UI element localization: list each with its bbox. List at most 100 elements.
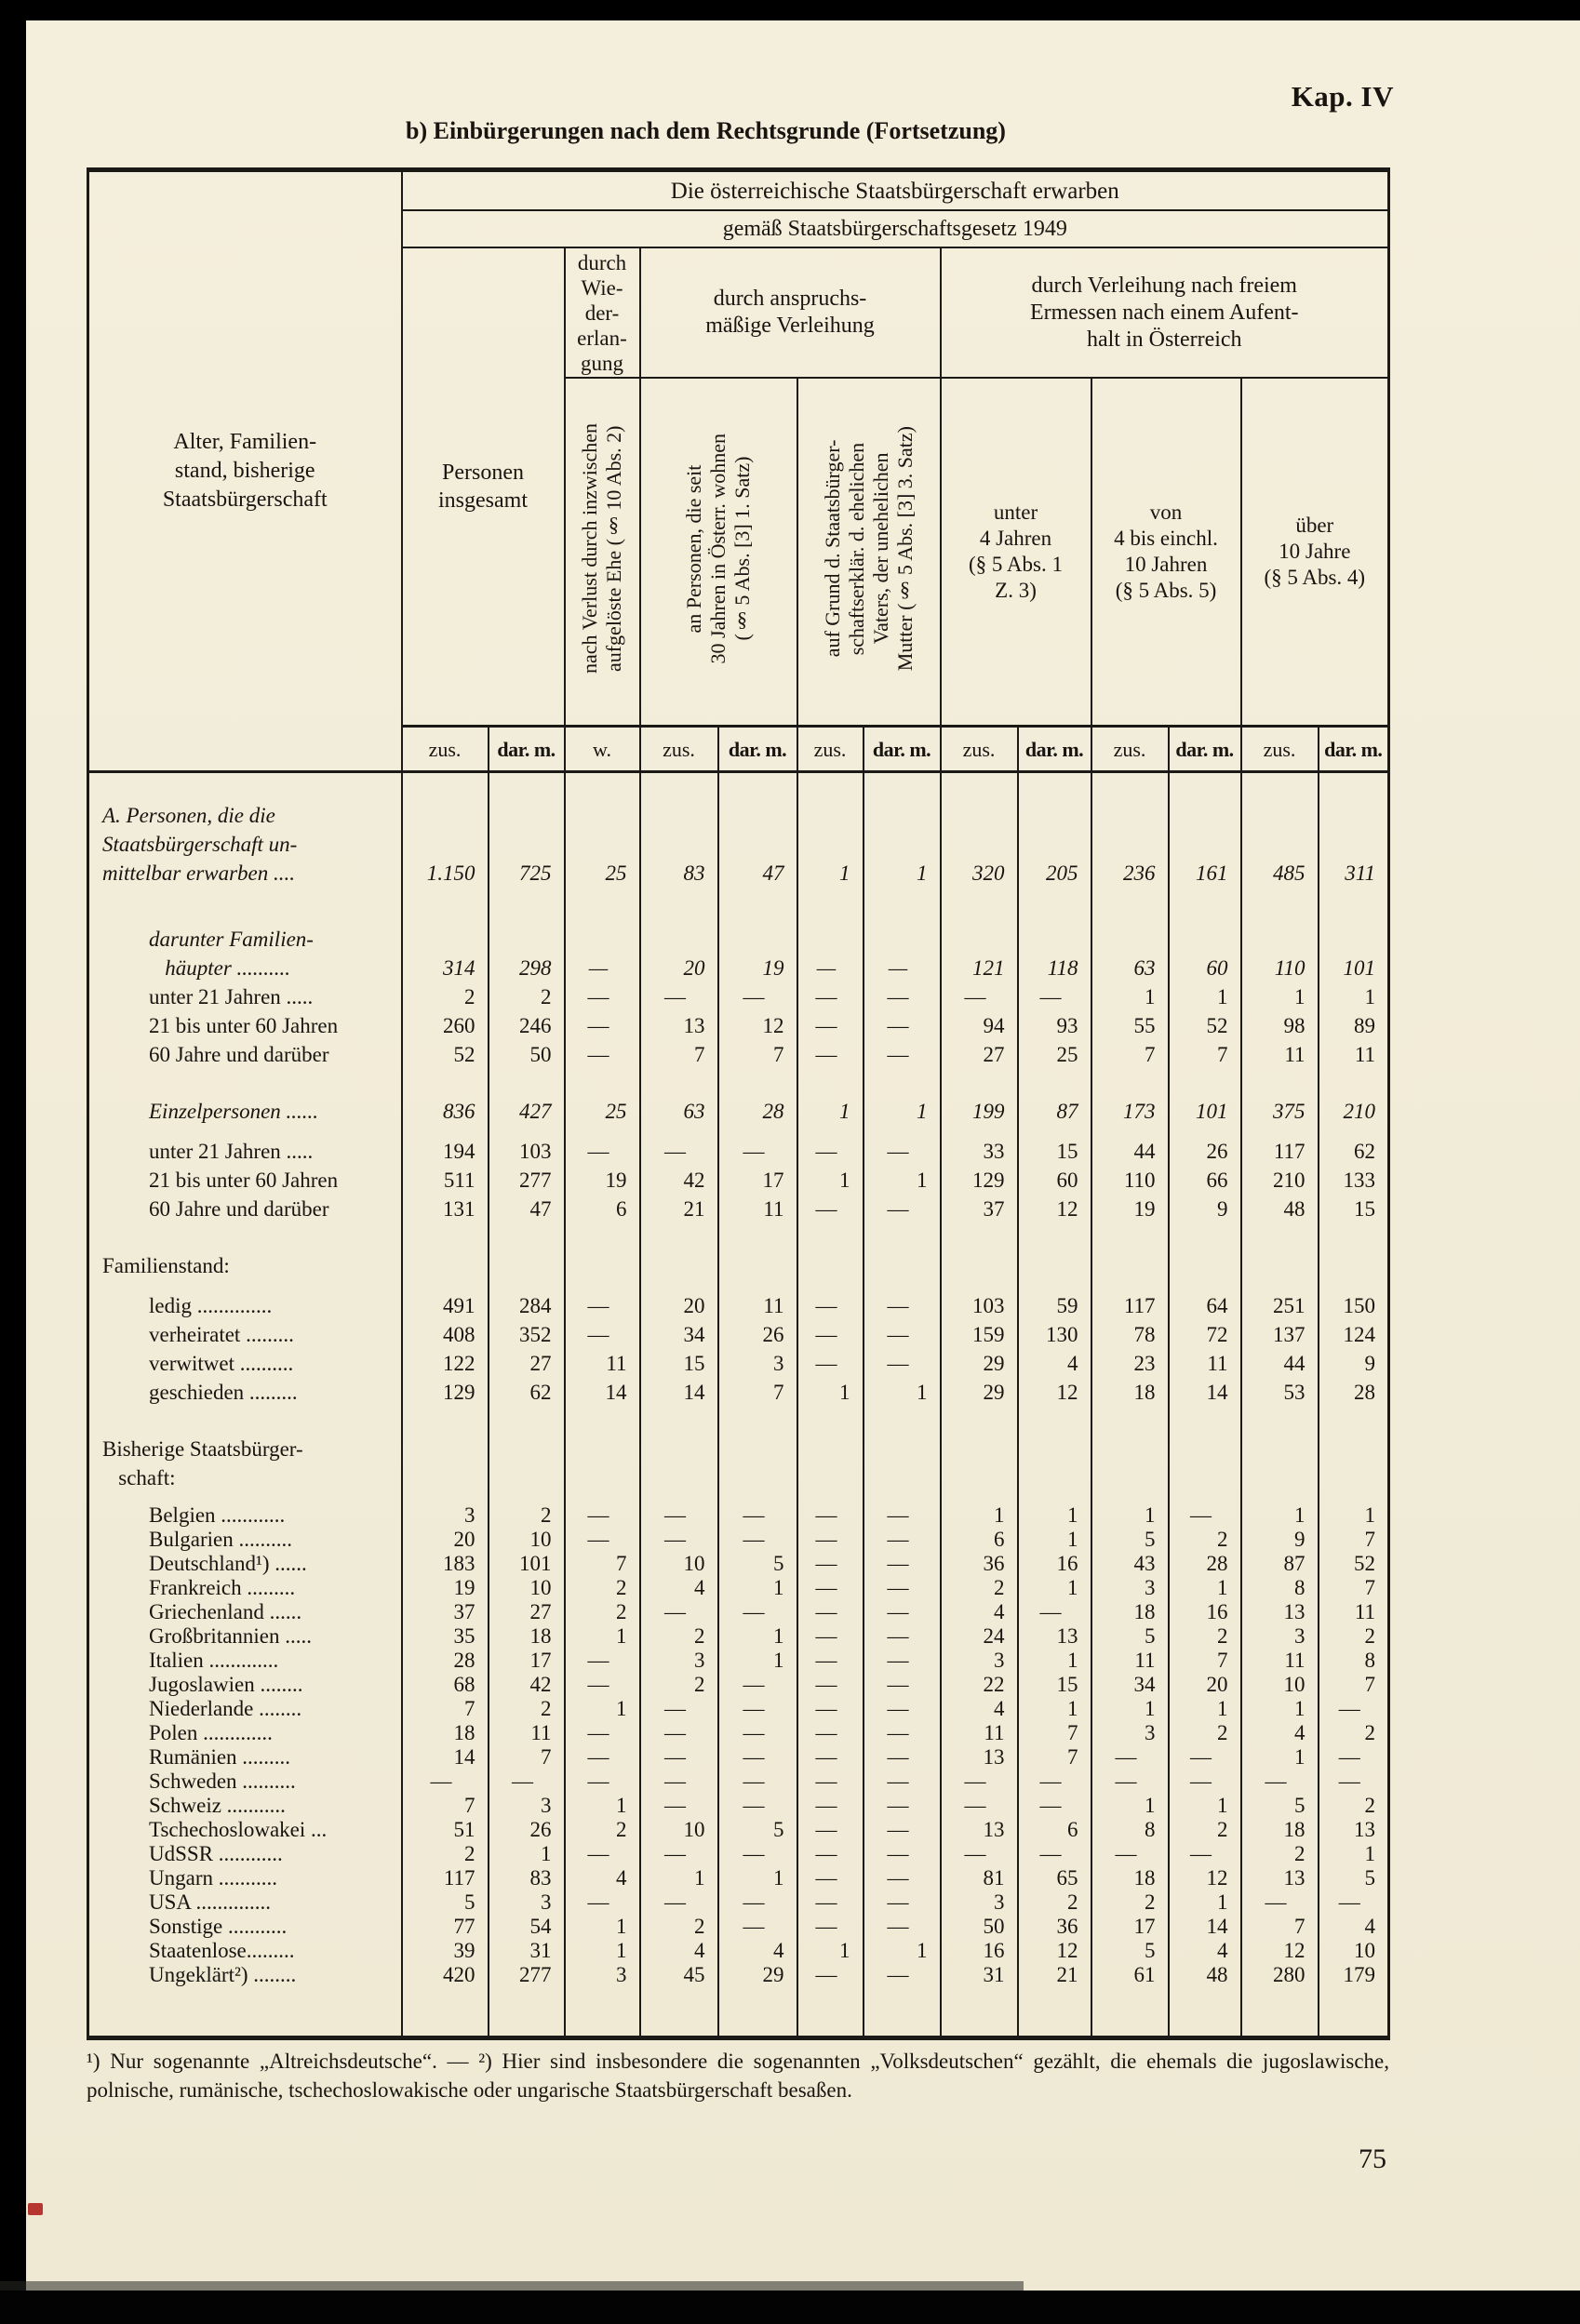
cell-value [1168, 1407, 1242, 1492]
cell-value: 8 [1091, 1818, 1170, 1842]
cell-value: 7 [488, 1745, 566, 1770]
cell-value: 36 [1017, 1915, 1092, 1939]
cell-value: — [863, 1624, 942, 1649]
cell-value: 63 [639, 1069, 719, 1126]
cell-value: 7 [1168, 1649, 1242, 1673]
cell-value: 179 [1343, 1963, 1376, 1986]
cell-value: 18 [1091, 1866, 1170, 1890]
cell-value: 34 [1091, 1673, 1170, 1697]
cell-value: — [797, 1126, 864, 1166]
cell-value: 210 [1343, 1100, 1376, 1123]
cell-value: — [1017, 1770, 1092, 1794]
cell-value: — [1091, 1842, 1170, 1866]
cell-value: 15 [1017, 1126, 1092, 1166]
cell-value: 59 [1017, 1280, 1092, 1320]
table-row: Frankreich ......... 19 10 2 4 1— —2 1 3 1 8 7 [87, 1576, 1389, 1600]
cell-value: 2 [1364, 1721, 1376, 1744]
row-label: A. Personen, die die Staatsbürgerschaft … [87, 771, 403, 888]
cell-value: — [639, 1600, 719, 1624]
row-label: Bisherige Staatsbürger- schaft: [87, 1407, 403, 1492]
cell-value: 117 [1091, 1280, 1170, 1320]
cell-value: 5 [1364, 1866, 1376, 1890]
cell-value: 18 [1091, 1600, 1170, 1624]
cell-value: 28 [401, 1649, 489, 1673]
cell-value: — [797, 1492, 864, 1528]
cell-value: 3 [488, 1794, 566, 1818]
cell-value: 7 [564, 1552, 641, 1576]
cell-value: — [797, 1624, 864, 1649]
cell-value: 39 [401, 1939, 489, 1963]
table-row: Ungarn ........... 117 83 4 1 1— —81 65 18 12 13 5 [87, 1866, 1389, 1890]
cell-value: — [717, 1600, 798, 1624]
cell-value: 1 [717, 1624, 798, 1649]
cell-value: 17 [1091, 1915, 1170, 1939]
cell-value: 298 [488, 888, 566, 982]
cell-value: 260 [401, 1011, 489, 1040]
cell-value: 210 [1240, 1166, 1319, 1195]
cell-value: 101 [1343, 956, 1376, 980]
cell-value: 183 [401, 1552, 489, 1576]
cell-value: — [1017, 1794, 1092, 1818]
cell-value: 1 [1091, 982, 1170, 1011]
cell-value: 29 [940, 1349, 1019, 1378]
scan-artifact-red-mark [28, 2203, 43, 2215]
cell-value: 52 [1354, 1552, 1376, 1575]
cell-value: 10 [1240, 1673, 1319, 1697]
cell-value [717, 1223, 798, 1280]
cell-value: 1 [1017, 1492, 1092, 1528]
row-label: 21 bis unter 60 Jahren [87, 1166, 403, 1195]
age-header-unter-4: unter 4 Jahren (§ 5 Abs. 1 Z. 3) [940, 378, 1092, 728]
cell-value: — [797, 1915, 864, 1939]
cell-value: 83 [488, 1866, 566, 1890]
cell-value: 24 [940, 1624, 1019, 1649]
cell-value: 36 [940, 1552, 1019, 1576]
cell-value: — [564, 1011, 641, 1040]
table-row: Sonstige ........... 77 54 1 2— — —50 36 17 14 7 4 [87, 1915, 1389, 1939]
cell-value: — [717, 1890, 798, 1915]
rotated-header-30-jahre: an Personen, die seit 30 Jahren in Öster… [639, 378, 798, 728]
cell-value: — [1168, 1745, 1242, 1770]
cell-value: 1 [1168, 1697, 1242, 1721]
cell-value: 13 [1354, 1818, 1376, 1841]
cell-value: 8 [1240, 1576, 1319, 1600]
cell-value: — [863, 1492, 942, 1528]
cell-value [940, 1407, 1019, 1492]
cell-value: 4 [1240, 1721, 1319, 1745]
age-header-ueber-10: über 10 Jahre (§ 5 Abs. 4) [1240, 378, 1389, 728]
table-row: Schweiz ........... 7 3 1— — — — — —1 1 5 2 [87, 1794, 1389, 1818]
cell-value: 11 [717, 1195, 798, 1223]
row-label: 60 Jahre und darüber [87, 1195, 403, 1223]
cell-value: 63 [1091, 888, 1170, 982]
cell-value: 48 [1168, 1963, 1242, 2038]
cell-value: 31 [940, 1963, 1019, 2038]
table-row: Familienstand: [87, 1223, 1389, 1280]
cell-value: 1 [1017, 1697, 1092, 1721]
table-row: Bisherige Staatsbürger- schaft: [87, 1407, 1389, 1492]
cell-value: 1 [564, 1794, 641, 1818]
cell-value: 7 [717, 1378, 798, 1407]
cell-value: 1 [1091, 1794, 1170, 1818]
cell-value: — [1240, 1770, 1319, 1794]
cell-value: 3 [717, 1349, 798, 1378]
cell-value [797, 1407, 864, 1492]
cell-value: — [863, 1745, 942, 1770]
cell-value: 3 [401, 1492, 489, 1528]
cell-value: 33 [940, 1126, 1019, 1166]
cell-value: 2 [488, 1697, 566, 1721]
cell-value: 2 [564, 1576, 641, 1600]
cell-value: 37 [940, 1195, 1019, 1223]
cell-value: 2 [1017, 1890, 1092, 1915]
cell-value: 15 [639, 1349, 719, 1378]
subcol-header-5: zus. [797, 726, 864, 773]
cell-value: 53 [1240, 1378, 1319, 1407]
subcol-header-12: dar. m. [1318, 726, 1389, 773]
cell-value: — [797, 1600, 864, 1624]
table-row: Tschechoslowakei ... 51 26 2 10 5— —13 6 8 2 18 13 [87, 1818, 1389, 1842]
cell-value: — [797, 1721, 864, 1745]
cell-value: 37 [401, 1600, 489, 1624]
table-row: UdSSR ............ 2 1— — — — — — — — —2 1 [87, 1842, 1389, 1866]
row-label: Tschechoslowakei ... [87, 1818, 403, 1842]
cell-value: 52 [401, 1040, 489, 1069]
cell-value: 159 [940, 1320, 1019, 1349]
cell-value: — [717, 1673, 798, 1697]
